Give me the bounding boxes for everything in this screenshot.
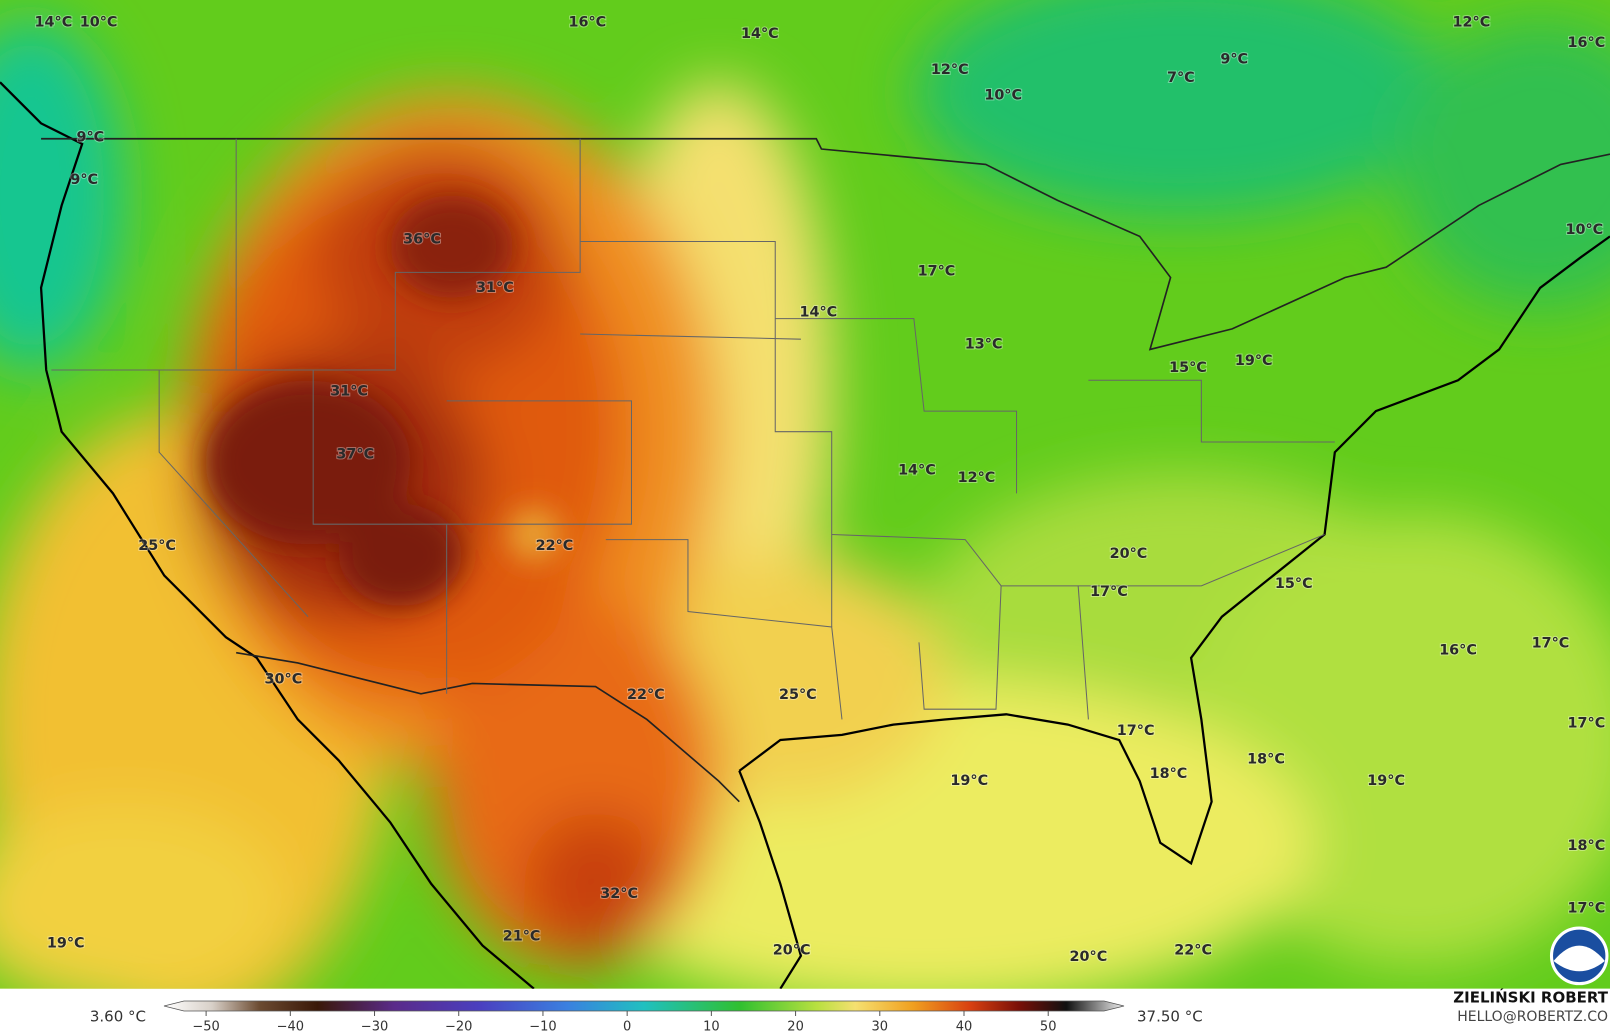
temperature-label: 31°C <box>476 280 514 296</box>
temperature-label: 37°C <box>336 446 374 462</box>
temperature-label: 30°C <box>265 671 303 687</box>
temperature-label: 17°C <box>1532 635 1570 651</box>
temperature-label: 13°C <box>965 336 1003 352</box>
temperature-label: 20°C <box>773 943 811 959</box>
temperature-label: 12°C <box>958 470 996 486</box>
temperature-label: 17°C <box>1568 901 1606 917</box>
border <box>236 651 740 803</box>
temperature-label: 17°C <box>1090 584 1128 600</box>
temperature-label: 22°C <box>627 687 665 703</box>
temperature-label: 25°C <box>779 687 817 703</box>
temperature-label: 15°C <box>1275 576 1313 592</box>
email: HELLO@ROBERTZ.CO <box>1457 1009 1608 1025</box>
temperature-label: 20°C <box>1110 546 1148 562</box>
temperature-label: 14°C <box>898 463 936 479</box>
temperature-label: 17°C <box>918 263 956 279</box>
temperature-label: 22°C <box>536 538 574 554</box>
colorbar-tick-label: −20 <box>445 1020 472 1035</box>
coastline <box>738 235 1610 866</box>
temperature-label: 18°C <box>1247 752 1285 768</box>
colorbar-min: 3.60 °C <box>90 1008 146 1026</box>
credit: ZIELIŃSKI ROBERT <box>1453 988 1608 1007</box>
colorbar-tick-label: 40 <box>956 1020 973 1035</box>
temperature-label: 10°C <box>80 15 118 31</box>
coastline <box>0 81 535 989</box>
temperature-label: 18°C <box>1150 766 1188 782</box>
temperature-label: 9°C <box>1220 52 1248 68</box>
temperature-label: 14°C <box>35 15 73 31</box>
temperature-label: 15°C <box>1169 360 1207 376</box>
temperature-label: 19°C <box>47 936 85 952</box>
temperature-label: 12°C <box>931 62 969 78</box>
colorbar <box>163 1000 1125 1012</box>
colorbar-tick-label: 0 <box>623 1020 631 1035</box>
temperature-label: 22°C <box>1174 943 1212 959</box>
colorbar-tick-label: 10 <box>703 1020 720 1035</box>
temperature-label: 9°C <box>76 130 104 146</box>
temperature-label: 12°C <box>1453 15 1491 31</box>
temperature-label: 19°C <box>1235 353 1273 369</box>
temperature-label: 10°C <box>984 88 1022 104</box>
colorbar-tick-label: 20 <box>787 1020 804 1035</box>
border <box>41 137 1610 351</box>
temperature-label: 20°C <box>1070 949 1108 965</box>
state-lines <box>51 138 1335 720</box>
temperature-label: 19°C <box>1367 773 1405 789</box>
noaa-logo <box>1549 926 1609 986</box>
temperature-label: 17°C <box>1117 723 1155 739</box>
coastline <box>738 770 803 989</box>
temperature-label: 14°C <box>741 26 779 42</box>
temperature-label: 31°C <box>330 384 368 400</box>
colorbar-tick-label: −10 <box>529 1020 556 1035</box>
temperature-label: 9°C <box>70 172 98 188</box>
temperature-label: 14°C <box>799 304 837 320</box>
temperature-label: 16°C <box>1439 643 1477 659</box>
colorbar-tick-label: −40 <box>277 1020 304 1035</box>
temperature-label: 25°C <box>138 538 176 554</box>
colorbar-tick-label: 30 <box>872 1020 889 1035</box>
temperature-label: 36°C <box>403 231 441 247</box>
temperature-label: 10°C <box>1565 222 1603 238</box>
colorbar-tick-label: −30 <box>361 1020 388 1035</box>
temperature-label: 32°C <box>600 886 638 902</box>
colorbar-tick-label: 50 <box>1040 1020 1057 1035</box>
temperature-label: 7°C <box>1167 70 1195 86</box>
temperature-label: 21°C <box>503 928 541 944</box>
colorbar-max: 37.50 °C <box>1137 1008 1203 1026</box>
temperature-label: 16°C <box>1568 35 1606 51</box>
temperature-label: 19°C <box>950 773 988 789</box>
temperature-label: 16°C <box>568 15 606 31</box>
temperature-label: 18°C <box>1568 838 1606 854</box>
colorbar-tick-label: −50 <box>192 1020 219 1035</box>
temperature-label: 17°C <box>1568 716 1606 732</box>
